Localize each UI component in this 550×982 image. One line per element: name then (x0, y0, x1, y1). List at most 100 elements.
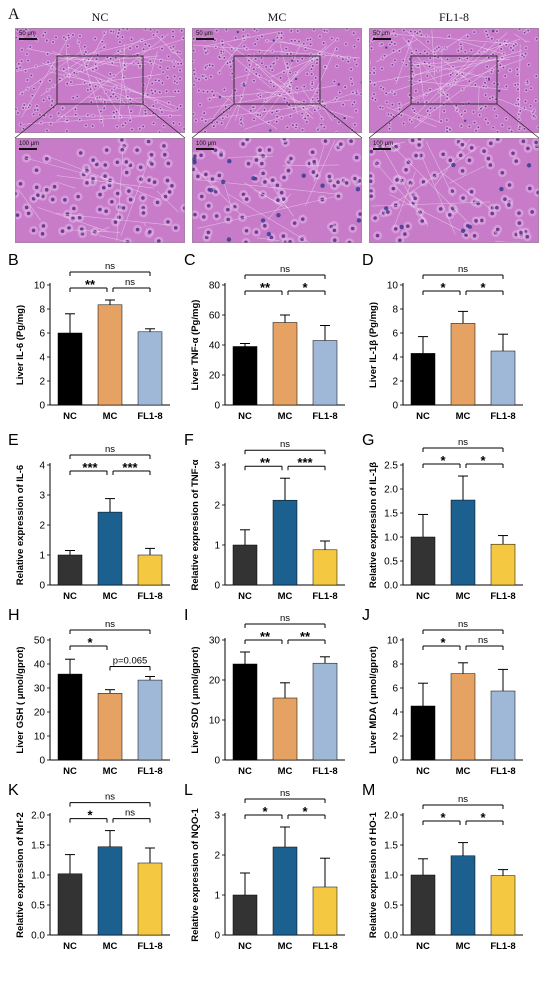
y-tick-label: 2 (392, 377, 398, 388)
y-tick-label: 1.5 (384, 841, 398, 852)
x-tick-label: FL1-8 (490, 766, 515, 777)
significance-label: ns (478, 635, 488, 646)
panel-letter-g: G (362, 432, 374, 449)
significance-label: * (87, 808, 93, 823)
significance-label: * (440, 810, 446, 825)
chart-g: G 0.0 0.5 1.0 1.5 2.0 2.5 Relative expression o… (362, 432, 523, 602)
x-tick-label: NC (63, 411, 77, 422)
he-title-mc: MC (267, 10, 287, 24)
significance-label: * (87, 635, 93, 650)
bar-fl1-8 (137, 331, 163, 406)
significance-label: * (302, 280, 308, 295)
chart-f: F 0 1 2 3 Relative expression of TNF-α NC MC FL1… (184, 432, 345, 602)
y-tick-label: 2.0 (384, 485, 398, 496)
y-tick-label: 20 (209, 676, 221, 687)
significance-label: * (440, 280, 446, 295)
y-axis-label: Liver GSH ( μmol/gprot) (15, 646, 26, 753)
y-tick-label: 8 (392, 305, 398, 316)
x-tick-label: MC (103, 766, 118, 777)
chart-m: M 0.0 0.5 1.0 1.5 2.0 Relative expression of H… (362, 782, 523, 952)
x-tick-label: FL1-8 (137, 941, 162, 952)
bar-mc (272, 322, 298, 406)
y-tick-label: 80 (209, 281, 221, 292)
significance-label: ** (260, 280, 271, 295)
zoom-line-left-0 (14, 103, 58, 139)
y-tick-label: 50 (34, 636, 46, 647)
chart-e: E 0 1 2 3 4 Relative expression of IL-6 NC MC FL1… (8, 432, 170, 602)
panel-letter-j: J (362, 607, 370, 624)
x-tick-label: FL1-8 (312, 591, 337, 602)
x-tick-label: NC (238, 591, 252, 602)
y-tick-label: 2 (392, 732, 398, 743)
y-axis-label: Relative expression of HO-1 (368, 811, 379, 938)
significance-label: p=0.065 (113, 655, 148, 666)
bar-fl1-8 (312, 340, 338, 406)
bar-nc (410, 536, 436, 586)
significance-label: ns (458, 794, 468, 805)
x-tick-label: MC (456, 766, 471, 777)
y-tick-label: 1.0 (31, 871, 45, 882)
bar-fl1-8 (490, 875, 516, 936)
significance-label: *** (82, 460, 98, 475)
bar-mc (450, 855, 476, 936)
bar-mc (450, 673, 476, 761)
y-tick-label: 10 (34, 732, 46, 743)
bar-fl1-8 (490, 350, 516, 406)
y-tick-label: 4 (39, 461, 45, 472)
panel-letter-k: K (8, 782, 19, 799)
significance-label: * (480, 453, 486, 468)
y-tick-label: 40 (34, 660, 46, 671)
y-tick-label: 3 (39, 491, 45, 502)
y-tick-label: 1.0 (384, 871, 398, 882)
y-tick-label: 3 (214, 811, 220, 822)
x-tick-label: FL1-8 (137, 591, 162, 602)
significance-label: *** (122, 460, 138, 475)
significance-label: * (440, 453, 446, 468)
y-tick-label: 10 (387, 281, 399, 292)
significance-label: ** (300, 629, 311, 644)
y-tick-label: 6 (392, 684, 398, 695)
x-tick-label: MC (278, 941, 293, 952)
bar-mc (272, 697, 298, 761)
significance-label: ns (458, 264, 468, 275)
bar-nc (57, 554, 83, 586)
significance-label: ns (125, 277, 135, 288)
x-tick-label: FL1-8 (490, 411, 515, 422)
bar-mc (97, 693, 123, 761)
bar-fl1-8 (312, 549, 338, 586)
y-tick-label: 0 (39, 756, 45, 767)
zoom-line-left-2 (368, 103, 412, 139)
panel-letter-f: F (184, 432, 194, 449)
y-tick-label: 20 (209, 371, 221, 382)
significance-label: ** (260, 455, 271, 470)
zoom-connector-lines (14, 103, 540, 139)
y-tick-label: 0.0 (384, 931, 398, 942)
y-tick-label: 1.5 (384, 509, 398, 520)
y-tick-label: 20 (34, 708, 46, 719)
y-axis-label: Relative expression of IL-6 (15, 465, 26, 585)
zoom-line-right-0 (142, 103, 186, 139)
y-tick-label: 1 (39, 551, 45, 562)
x-tick-label: NC (416, 766, 430, 777)
y-tick-label: 10 (34, 281, 46, 292)
significance-label: ns (280, 264, 290, 275)
x-tick-label: NC (238, 941, 252, 952)
he-title-fl: FL1-8 (439, 10, 469, 24)
significance-label: * (440, 635, 446, 650)
significance-label: ns (280, 613, 290, 624)
y-tick-label: 4 (39, 353, 45, 364)
x-tick-label: FL1-8 (137, 411, 162, 422)
x-tick-label: FL1-8 (312, 766, 337, 777)
bar-nc (57, 332, 83, 406)
bar-nc (232, 663, 258, 761)
bar-fl1-8 (137, 862, 163, 936)
significance-label: ns (105, 619, 115, 630)
y-axis-label: Relative expression of TNF-α (190, 459, 201, 590)
scale-bar-nc-low: 50 μm (19, 31, 37, 40)
y-tick-label: 0.5 (31, 901, 45, 912)
y-axis-label: Relative expression of Nrf-2 (15, 812, 26, 938)
x-tick-label: NC (416, 411, 430, 422)
panel-letter-a: A (8, 6, 20, 23)
y-tick-label: 30 (209, 636, 221, 647)
